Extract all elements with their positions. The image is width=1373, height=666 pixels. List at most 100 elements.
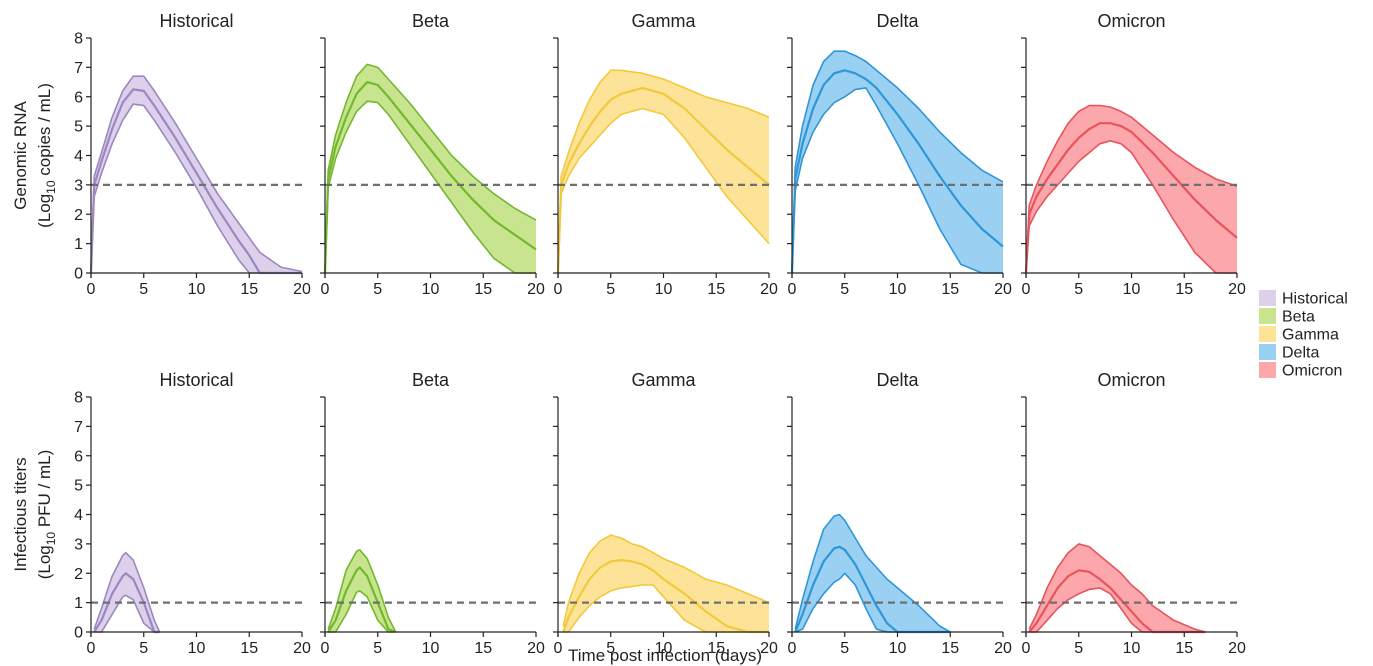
confidence-band <box>1026 105 1237 273</box>
y-tick-label: 5 <box>74 478 83 495</box>
x-tick-label: 15 <box>474 281 492 298</box>
legend-item-historical: Historical <box>1259 290 1348 308</box>
row-ylabel: Infectious titers (Log10 PFU / mL) <box>11 450 58 580</box>
legend-item-gamma: Gamma <box>1259 326 1339 344</box>
legend-label: Gamma <box>1282 327 1339 344</box>
x-axis-label: Time post infection (days) <box>568 646 762 665</box>
x-tick-label: 20 <box>1228 640 1246 657</box>
median-line <box>93 572 160 634</box>
x-tick-label: 10 <box>655 281 673 298</box>
row-ylabel: Genomic RNA (Log10 copies / mL) <box>11 83 58 228</box>
panel-title: Historical <box>159 11 233 31</box>
x-tick-label: 0 <box>87 640 96 657</box>
lower-bound-line <box>94 594 160 633</box>
confidence-band <box>325 64 536 274</box>
x-tick-label: 0 <box>788 281 797 298</box>
y-tick-label: 3 <box>74 536 83 553</box>
confidence-band <box>792 51 1003 274</box>
upper-bound-line <box>327 549 397 633</box>
legend-label: Historical <box>1282 291 1348 308</box>
panel-historical-rna: 0 5 10 15 20 0 1 2 3 4 5 6 7 8 Historical <box>74 11 311 298</box>
x-tick-label: 15 <box>240 640 258 657</box>
lower-bound-line <box>90 103 302 274</box>
confidence-band <box>563 535 769 632</box>
x-tick-label: 10 <box>422 281 440 298</box>
upper-bound-line <box>1025 104 1238 274</box>
lower-bound-line <box>328 590 396 633</box>
median-line <box>790 69 1004 274</box>
upper-bound-line <box>791 50 1004 274</box>
x-tick-label: 15 <box>1175 281 1193 298</box>
x-tick-label: 15 <box>474 640 492 657</box>
panel-title: Delta <box>876 11 919 31</box>
panel-gamma-rna: 0 5 10 15 20 Gamma <box>553 11 778 298</box>
x-tick-label: 0 <box>321 640 330 657</box>
y-tick-label: 2 <box>74 566 83 583</box>
median-line <box>562 558 769 634</box>
confidence-band <box>328 549 396 632</box>
upper-bound-line <box>557 69 770 274</box>
x-tick-label: 15 <box>240 281 258 298</box>
y-tick-label: 5 <box>74 119 83 136</box>
confidence-band <box>1029 543 1206 632</box>
legend-swatch <box>1259 362 1276 378</box>
ylabel-main: Genomic RNA <box>11 101 30 210</box>
x-tick-label: 20 <box>994 281 1012 298</box>
x-tick-label: 20 <box>760 281 778 298</box>
panel-omicron-rna: 0 5 10 15 20 Omicron <box>1021 11 1246 298</box>
x-tick-label: 0 <box>87 281 96 298</box>
x-tick-label: 15 <box>707 640 725 657</box>
x-tick-label: 0 <box>1022 640 1031 657</box>
panel-title: Historical <box>159 370 233 390</box>
upper-bound-line <box>562 534 770 627</box>
x-tick-label: 0 <box>1022 281 1031 298</box>
y-tick-label: 1 <box>74 595 83 612</box>
x-tick-label: 10 <box>889 640 907 657</box>
x-tick-label: 5 <box>840 640 849 657</box>
x-tick-label: 15 <box>1175 640 1193 657</box>
legend-label: Delta <box>1282 345 1319 362</box>
panel-delta-titers: 0 5 10 15 20 Delta <box>787 370 1012 657</box>
legend-label: Beta <box>1282 309 1315 326</box>
x-tick-label: 20 <box>1228 281 1246 298</box>
x-tick-label: 5 <box>606 640 615 657</box>
panel-title: Delta <box>876 370 919 390</box>
ylabel-main: Infectious titers <box>11 457 30 571</box>
median-line <box>323 81 537 274</box>
x-tick-label: 10 <box>655 640 673 657</box>
x-tick-label: 20 <box>293 640 311 657</box>
panel-historical-titers: 0 5 10 15 20 0 1 2 3 4 5 6 7 8 Historical <box>74 370 311 657</box>
x-tick-label: 10 <box>1123 281 1141 298</box>
legend-item-delta: Delta <box>1259 344 1319 362</box>
confidence-band <box>94 552 160 632</box>
panel-omicron-titers: 0 5 10 15 20 Omicron <box>1021 370 1246 657</box>
x-tick-label: 5 <box>840 281 849 298</box>
confidence-band <box>795 514 951 632</box>
y-tick-label: 4 <box>74 507 83 524</box>
y-tick-label: 6 <box>74 89 83 106</box>
legend-swatch <box>1259 290 1276 306</box>
x-tick-label: 0 <box>554 281 563 298</box>
x-tick-label: 10 <box>188 281 206 298</box>
panel-title: Beta <box>412 11 450 31</box>
x-tick-label: 20 <box>994 640 1012 657</box>
ylabel-units: (Log10 copies / mL) <box>35 83 58 228</box>
legend-item-beta: Beta <box>1259 308 1315 326</box>
panel-title: Omicron <box>1097 11 1165 31</box>
legend-swatch <box>1259 326 1276 342</box>
lower-bound-line <box>1025 140 1237 274</box>
panel-beta-titers: 0 5 10 15 20 Beta <box>320 370 545 657</box>
x-tick-label: 5 <box>373 281 382 298</box>
confidence-band <box>558 70 769 273</box>
x-tick-label: 20 <box>527 281 545 298</box>
x-tick-label: 20 <box>293 281 311 298</box>
x-tick-label: 5 <box>1074 281 1083 298</box>
median-line <box>556 86 770 274</box>
y-tick-label: 0 <box>74 625 83 642</box>
panel-gamma-titers: 0 5 10 15 20 Gamma <box>553 370 778 657</box>
x-tick-label: 5 <box>139 281 148 298</box>
row-axis-labels: Genomic RNA (Log10 copies / mL) Infectious… <box>11 83 58 579</box>
